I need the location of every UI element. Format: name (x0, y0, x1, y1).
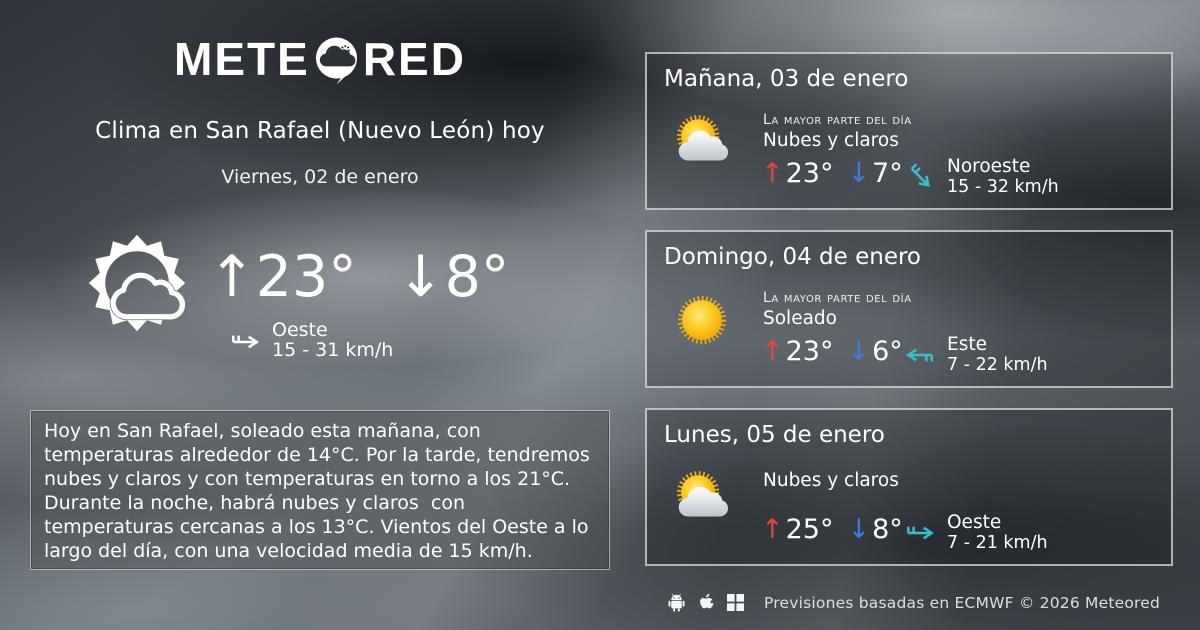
wind-direction-icon (232, 335, 259, 349)
card-condition-block: La mayor parte del día Nubes y claros (763, 112, 912, 153)
logo-text-right: RED (362, 33, 466, 85)
footer: Previsiones basadas en ECMWF © 2026 Mete… (668, 593, 1160, 612)
wind-direction-icon (906, 348, 933, 362)
current-date: Viernes, 02 de enero (221, 166, 419, 188)
wind-direction: Noroeste (947, 156, 1031, 177)
arrow-down-icon (847, 160, 870, 187)
card-wind-text: Oeste 7 - 21 km/h (947, 512, 1048, 554)
wind-direction-icon (910, 163, 930, 187)
today-wind: Oeste 15 - 31 km/h (226, 320, 393, 360)
today-min-temp: 8° (444, 243, 510, 310)
arrow-up-icon (761, 160, 784, 187)
today-max-temp-group: 23° (208, 243, 357, 310)
card-temps: 25° 8° (761, 516, 903, 543)
min-temp: 7° (872, 158, 903, 189)
speech-bubble-cloud-icon (315, 37, 357, 85)
period-label: La mayor parte del día (763, 290, 912, 306)
today-wind-direction: Oeste (272, 319, 328, 341)
card-condition-block: La mayor parte del día Soleado (763, 290, 912, 331)
max-temp: 25° (785, 514, 834, 545)
card-title: Mañana, 03 de enero (664, 66, 909, 92)
arrow-down-icon (847, 338, 870, 365)
arrow-down-icon (397, 249, 445, 306)
wind-speed: 7 - 21 km/h (947, 533, 1048, 553)
card-wind-text: Este 7 - 22 km/h (947, 334, 1048, 376)
min-temp: 6° (872, 336, 903, 367)
sun-icon (677, 296, 727, 345)
logo-text-left: METE (174, 33, 310, 85)
card-temps: 23° 6° (761, 338, 903, 365)
card-wind: Oeste 7 - 21 km/h (903, 512, 1048, 554)
forecast-card-monday: Lunes, 05 de enero Nubes y claros 25° 8° (645, 408, 1173, 566)
min-temp: 8° (872, 514, 903, 545)
windows-icon (727, 594, 744, 611)
card-condition-block: Nubes y claros (763, 468, 899, 493)
condition-text: Nubes y claros (763, 130, 899, 151)
weather-condition-icon (669, 466, 735, 532)
forecast-card-sunday: Domingo, 04 de enero La mayor parte del … (645, 230, 1173, 388)
wind-direction: Oeste (947, 512, 1002, 533)
sun-cloud-icon (677, 115, 729, 161)
sun-cloud-outline-icon (88, 234, 186, 332)
card-title: Domingo, 04 de enero (664, 244, 921, 270)
max-temp: 23° (785, 336, 834, 367)
apple-icon (700, 593, 714, 609)
condition-text: Soleado (763, 308, 837, 329)
card-wind: Este 7 - 22 km/h (903, 334, 1048, 376)
condition-text: Nubes y claros (763, 470, 899, 491)
card-temps: 23° 7° (761, 160, 903, 187)
weather-condition-icon (669, 288, 735, 354)
today-forecast: 23° 8° (84, 218, 509, 336)
card-title: Lunes, 05 de enero (664, 422, 885, 448)
wind-speed: 15 - 32 km/h (947, 177, 1059, 197)
card-wind: Noroeste 15 - 32 km/h (903, 156, 1059, 198)
max-temp: 23° (785, 158, 834, 189)
card-wind-text: Noroeste 15 - 32 km/h (947, 156, 1059, 198)
arrow-down-icon (847, 516, 870, 543)
page-title: Clima en San Rafael (Nuevo León) hoy (95, 118, 545, 144)
arrow-up-icon (208, 249, 256, 306)
wind-direction: Este (947, 334, 987, 355)
period-label: La mayor parte del día (763, 112, 912, 128)
attribution-text: Previsiones basadas en ECMWF © 2026 Mete… (764, 593, 1161, 612)
meteored-logo: METE RED (0, 33, 640, 85)
weather-condition-icon (669, 110, 735, 176)
today-wind-text: Oeste 15 - 31 km/h (272, 320, 393, 360)
arrow-up-icon (761, 516, 784, 543)
android-icon (668, 593, 685, 612)
platform-icons (668, 593, 744, 612)
wind-speed: 7 - 22 km/h (947, 355, 1048, 375)
today-max-temp: 23° (255, 243, 357, 310)
wind-direction-icon (907, 526, 934, 540)
forecast-summary: Hoy en San Rafael, soleado esta mañana, … (30, 410, 610, 570)
forecast-card-tomorrow: Mañana, 03 de enero La mayor parte del d… (645, 52, 1173, 210)
today-wind-speed: 15 - 31 km/h (272, 339, 394, 361)
arrow-up-icon (761, 338, 784, 365)
today-min-temp-group: 8° (397, 243, 510, 310)
sun-cloud-icon (677, 471, 729, 517)
